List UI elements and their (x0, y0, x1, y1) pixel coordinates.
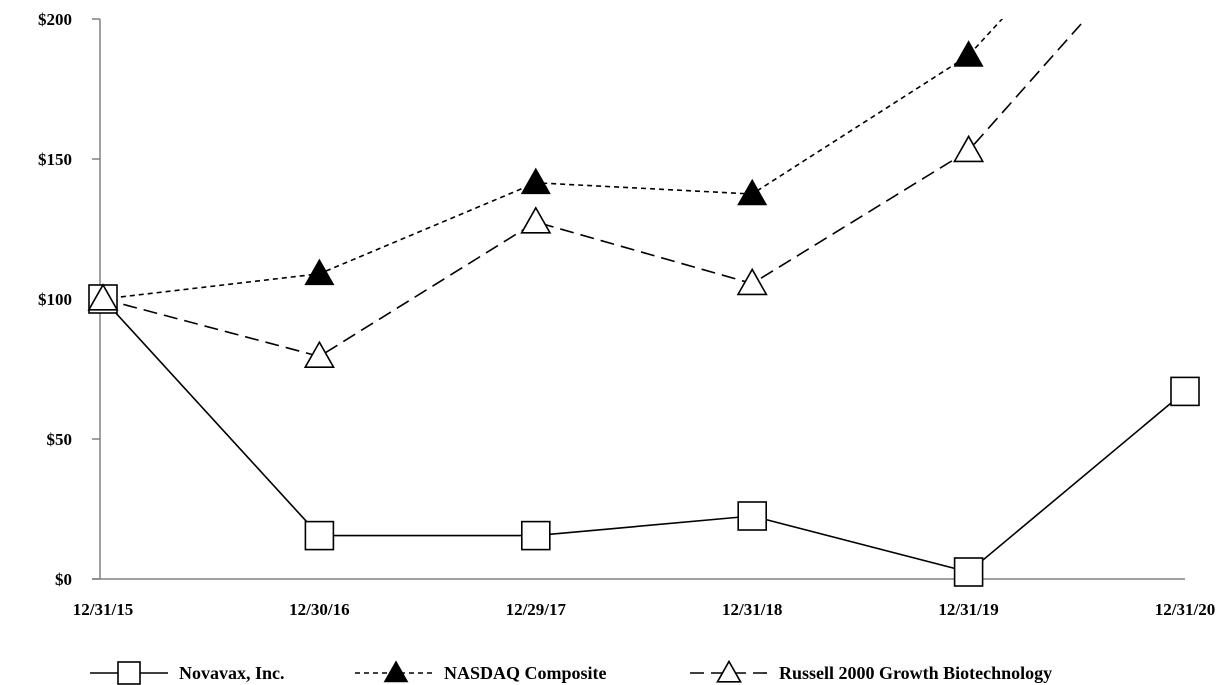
data-point-novavax-inc (953, 557, 984, 587)
data-point-nasdaq-composite (520, 167, 551, 195)
legend-item-novavax-inc: Novavax, Inc. (90, 661, 285, 685)
x-tick-label: 12/29/17 (506, 600, 567, 619)
data-point-novavax-inc (737, 501, 768, 531)
series-lines (102, 19, 1186, 573)
data-point-novavax-inc (1170, 376, 1200, 407)
legend-label: Novavax, Inc. (179, 663, 285, 683)
legend-marker (117, 661, 141, 685)
series-line-novavax-inc (102, 298, 1186, 573)
y-tick-label: $0 (55, 570, 72, 589)
y-tick-label: $150 (38, 150, 72, 169)
data-point-nasdaq-composite (953, 40, 984, 67)
series-line-russell-2000-growth-biotechnology (102, 19, 1087, 358)
x-tick-label: 12/30/16 (289, 600, 349, 619)
legend: Novavax, Inc. NASDAQ Composite Russell 200… (90, 659, 1052, 685)
x-tick-label: 12/31/19 (938, 600, 998, 619)
data-point-novavax-inc (520, 520, 551, 551)
data-point-russell-2000-growth-biotechnology (87, 283, 119, 311)
x-tick-label: 12/31/15 (73, 600, 133, 619)
data-point-novavax-inc (304, 520, 335, 551)
y-tick-label: $200 (38, 10, 72, 29)
series-line-nasdaq-composite (102, 19, 1004, 300)
x-tick-label: 12/31/18 (722, 600, 782, 619)
data-point-nasdaq-composite (304, 258, 335, 286)
data-point-russell-2000-growth-biotechnology (303, 340, 335, 369)
axes: $0 $50 $100 $150 $200 12/31/15 12/30/16 12/29/1… (38, 10, 1215, 619)
data-point-russell-2000-growth-biotechnology (736, 267, 768, 296)
legend-marker (383, 660, 409, 683)
data-point-russell-2000-growth-biotechnology (953, 134, 985, 163)
x-tick-label: 12/31/20 (1155, 600, 1215, 619)
legend-item-russell-2000-growth-biotechnology: Russell 2000 Growth Biotechnology (690, 659, 1052, 683)
legend-label: Russell 2000 Growth Biotechnology (779, 663, 1052, 683)
y-tick-label: $50 (47, 430, 73, 449)
data-point-russell-2000-growth-biotechnology (520, 206, 552, 234)
legend-marker (716, 659, 742, 683)
legend-item-nasdaq-composite: NASDAQ Composite (355, 660, 607, 683)
series-markers (87, 40, 1200, 587)
y-tick-label: $100 (38, 290, 72, 309)
legend-label: NASDAQ Composite (444, 663, 607, 683)
data-point-nasdaq-composite (737, 178, 768, 206)
